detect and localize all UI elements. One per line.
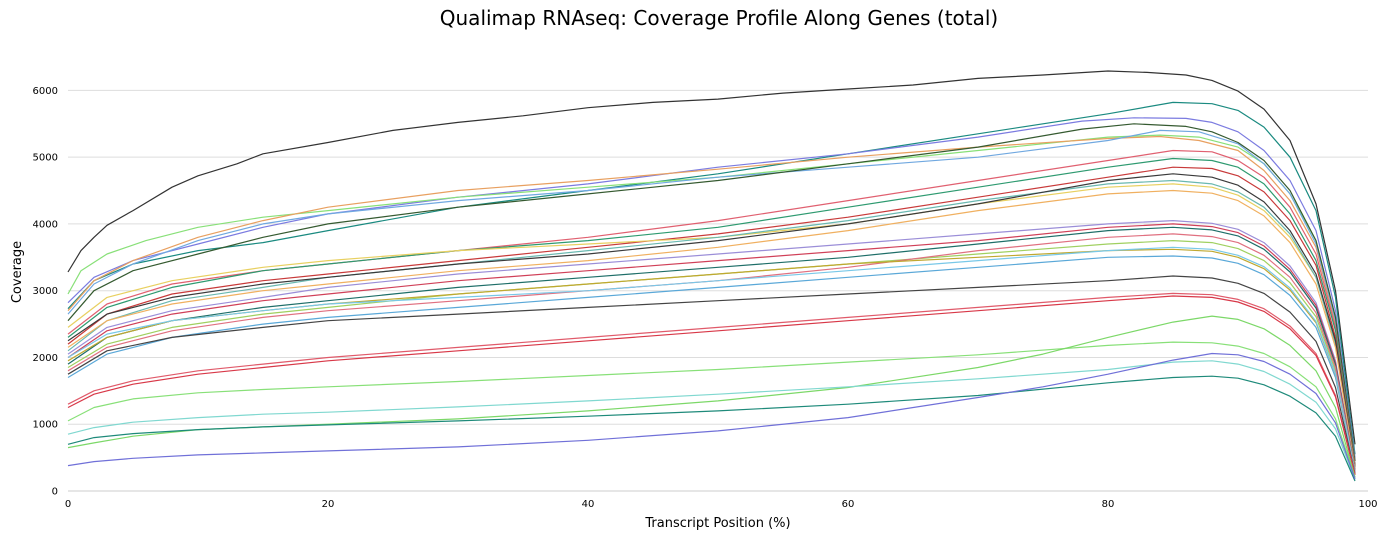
series-line-1 — [67, 70, 1356, 445]
y-tick-label: 5000 — [33, 153, 58, 164]
series-line-29 — [67, 375, 1356, 482]
series-line-28 — [67, 360, 1356, 480]
series-line-2 — [67, 101, 1356, 455]
chart-title: Qualimap RNAseq: Coverage Profile Along … — [439, 6, 999, 30]
y-tick-label: 4000 — [33, 219, 58, 230]
series-line-14 — [67, 189, 1356, 469]
series-line-5 — [67, 135, 1356, 462]
y-tick-label: 0 — [52, 487, 58, 498]
series-line-21 — [67, 248, 1356, 473]
series-line-3 — [67, 117, 1356, 458]
x-tick-label: 100 — [1358, 499, 1377, 510]
y-tick-label: 1000 — [33, 420, 58, 431]
series-line-12 — [67, 179, 1356, 468]
series-line-15 — [67, 220, 1356, 470]
x-axis-title: Transcript Position (%) — [644, 516, 790, 531]
series-line-20 — [67, 233, 1356, 472]
series-line-13 — [67, 173, 1356, 468]
series-line-26 — [67, 341, 1356, 478]
x-tick-label: 60 — [842, 499, 855, 510]
series-line-25 — [67, 295, 1356, 476]
series-line-16 — [67, 223, 1356, 471]
y-axis-title: Coverage — [10, 241, 25, 303]
x-tick-label: 80 — [1102, 499, 1115, 510]
series-line-19 — [67, 255, 1356, 473]
series-line-7 — [67, 123, 1356, 462]
x-tick-label: 0 — [65, 499, 71, 510]
series-line-24 — [67, 292, 1356, 475]
series-line-18 — [67, 240, 1356, 472]
series-line-9 — [67, 157, 1356, 465]
y-tick-label: 3000 — [33, 286, 58, 297]
series-line-17 — [67, 226, 1356, 472]
x-tick-label: 40 — [582, 499, 595, 510]
series-line-22 — [67, 246, 1356, 473]
series-line-30 — [67, 352, 1356, 480]
tick-labels: 0 1000 2000 3000 4000 5000 6000 0 20 40 60 80 100 — [33, 86, 1378, 510]
x-tick-label: 20 — [322, 499, 335, 510]
y-tick-label: 6000 — [33, 86, 58, 97]
y-tick-label: 2000 — [33, 353, 58, 364]
series-line-23 — [67, 275, 1356, 474]
series-line-10 — [67, 166, 1356, 466]
grid-lines — [68, 89, 1368, 492]
series-lines — [67, 70, 1356, 482]
series-line-6 — [67, 129, 1356, 462]
